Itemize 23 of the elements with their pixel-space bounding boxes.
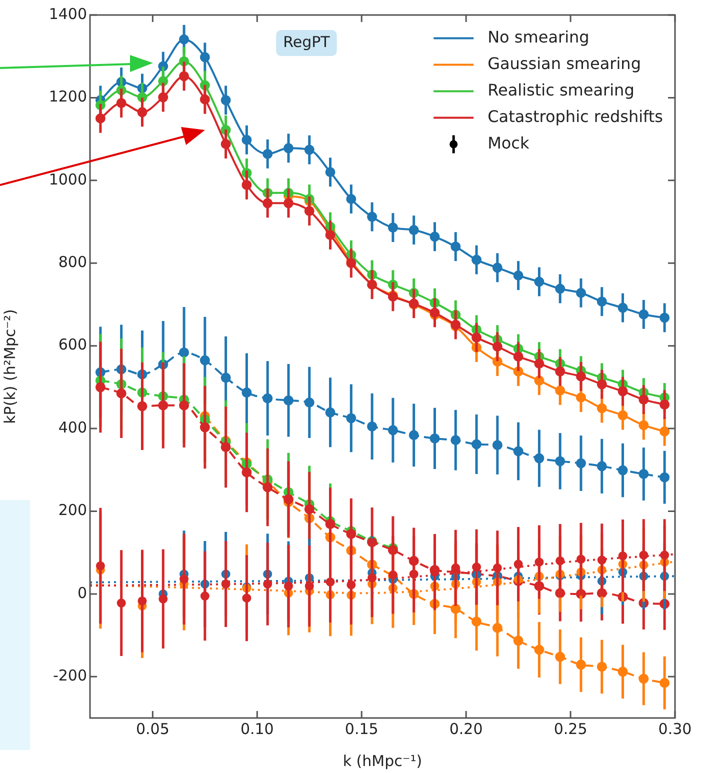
legend-label: Mock (488, 133, 530, 152)
y-tick-label: 0 (77, 584, 87, 602)
x-tick-label: 0.20 (449, 720, 483, 738)
x-tick-label: 0.25 (554, 720, 588, 738)
x-tick-label: 0.15 (344, 720, 378, 738)
y-tick-label: 200 (58, 501, 87, 520)
y-tick-label: 400 (58, 418, 87, 436)
x-tick-label: 0.10 (240, 720, 274, 738)
x-tick-label: 0.30 (658, 720, 692, 738)
x-tick-label: 0.05 (136, 720, 170, 738)
y-tick-label: 1400 (48, 4, 87, 23)
y-tick-label: 600 (58, 336, 87, 354)
y-tick-label: -200 (52, 666, 87, 685)
legend-label: Catastrophic redshifts (488, 106, 664, 126)
annotation: RegPT (283, 32, 331, 51)
legend-label: Realistic smearing (488, 80, 634, 100)
legend-label: No smearing (488, 27, 590, 46)
legend-label: Gaussian smearing (488, 54, 641, 73)
x-axis-title: k (hMpc⁻¹) (342, 752, 422, 770)
y-tick-label: 1000 (48, 170, 87, 188)
y-tick-label: 800 (58, 253, 87, 272)
y-axis-title: kP(k) (h²Mpc⁻²) (0, 309, 19, 424)
y-tick-label: 1200 (48, 88, 87, 106)
